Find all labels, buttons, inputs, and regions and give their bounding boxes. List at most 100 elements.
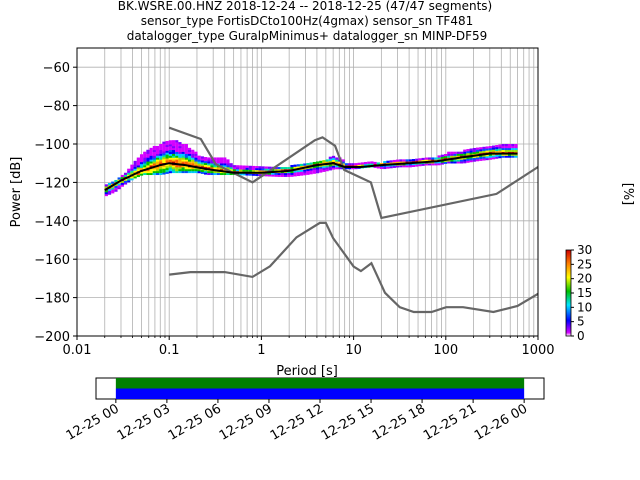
psd-cell xyxy=(213,165,217,168)
psd-cell xyxy=(149,153,153,156)
psd-cell xyxy=(200,158,204,161)
psd-cell xyxy=(162,147,166,150)
psd-cell xyxy=(242,173,246,176)
psd-cell xyxy=(472,159,476,162)
psd-cell xyxy=(309,168,313,171)
psd-cell xyxy=(146,170,150,174)
timeline-bar-green xyxy=(115,378,525,389)
psd-cell xyxy=(226,167,230,170)
psd-cell xyxy=(335,165,339,168)
timeline-tick-label: 12-25 00 xyxy=(64,401,122,443)
psd-cell xyxy=(485,154,489,157)
y-tick-label: −160 xyxy=(34,253,70,268)
psd-cell xyxy=(511,153,515,156)
psd-cell xyxy=(213,159,217,162)
psd-cell xyxy=(133,170,137,173)
psd-cell xyxy=(197,163,201,166)
psd-cell xyxy=(136,165,140,168)
psd-cell xyxy=(415,158,419,161)
psd-cell xyxy=(165,154,169,157)
psd-cell xyxy=(485,156,489,159)
psd-cell xyxy=(143,151,147,154)
psd-cell xyxy=(392,159,396,163)
psd-cell xyxy=(136,157,140,160)
psd-cell xyxy=(171,155,176,158)
psd-cell xyxy=(187,147,192,151)
colorbar-tick-label: 25 xyxy=(577,257,592,271)
psd-cell xyxy=(459,157,464,160)
psd-cell xyxy=(360,162,364,165)
psd-cell xyxy=(283,174,288,177)
psd-cell xyxy=(322,162,326,165)
psd-cell xyxy=(200,160,204,163)
psd-cell xyxy=(331,165,336,168)
psd-cell xyxy=(114,187,118,190)
psd-cell xyxy=(184,145,188,149)
psd-cell xyxy=(181,155,185,158)
psd-cell xyxy=(255,167,259,171)
psd-cell xyxy=(149,163,153,166)
psd-cell xyxy=(223,165,227,168)
timeline-tick-label: 12-25 18 xyxy=(370,401,428,443)
psd-cell xyxy=(171,167,176,170)
psd-cell xyxy=(127,178,131,181)
psd-cell xyxy=(187,167,192,170)
psd-cell xyxy=(293,174,297,177)
psd-cell xyxy=(191,149,195,152)
psd-cell xyxy=(472,149,476,153)
psd-cell xyxy=(143,167,147,170)
psd-cell xyxy=(203,170,208,173)
psd-cell xyxy=(130,168,134,171)
psd-cell xyxy=(504,147,508,151)
psd-cell xyxy=(136,169,140,172)
psd-cell xyxy=(184,149,188,152)
psd-cell xyxy=(488,149,492,153)
psd-cell xyxy=(472,151,476,155)
psd-cell xyxy=(223,159,227,162)
psd-cell xyxy=(203,162,208,166)
psd-cell xyxy=(139,154,144,157)
colorbar-tick-label: 30 xyxy=(577,243,592,257)
psd-cell xyxy=(511,147,515,151)
psd-cell xyxy=(242,165,246,168)
psd-cell xyxy=(376,166,380,169)
psd-cell xyxy=(162,164,166,167)
psd-cell xyxy=(216,170,220,174)
psd-cell xyxy=(267,174,272,177)
psd-cell xyxy=(504,155,508,158)
psd-cell xyxy=(482,154,486,157)
psd-cell xyxy=(165,156,169,159)
psd-cell xyxy=(146,155,150,158)
psd-cell xyxy=(491,157,496,160)
psd-cell xyxy=(210,161,214,164)
psd-cell xyxy=(194,168,198,172)
timeline-tick-label: 12-25 09 xyxy=(217,401,275,443)
psd-cell xyxy=(171,149,176,152)
psd-cell xyxy=(168,167,172,170)
psd-cell xyxy=(264,170,268,173)
psd-cell xyxy=(171,157,176,160)
psd-cell xyxy=(507,155,512,158)
psd-cell xyxy=(306,168,310,172)
psd-cell xyxy=(239,165,243,168)
psd-cell xyxy=(111,189,115,192)
psd-cell xyxy=(184,159,188,162)
psd-cell xyxy=(306,172,310,175)
psd-cell xyxy=(171,142,176,145)
timeline-tick-label: 12-25 06 xyxy=(166,401,224,443)
psd-cell xyxy=(175,157,179,160)
psd-cell xyxy=(165,163,169,167)
psd-cell xyxy=(178,157,182,160)
psd-cell xyxy=(155,153,160,156)
psd-cell xyxy=(491,149,496,152)
psd-cell xyxy=(306,170,310,173)
psd-cell xyxy=(133,160,137,164)
psd-cell xyxy=(130,172,134,175)
psd-cell xyxy=(165,144,169,148)
psd-cell xyxy=(162,143,166,146)
psd-cell xyxy=(315,169,320,172)
psd-cell xyxy=(258,170,262,173)
psd-cell xyxy=(507,145,512,149)
psd-cell xyxy=(479,149,483,152)
psd-cell xyxy=(178,165,182,168)
